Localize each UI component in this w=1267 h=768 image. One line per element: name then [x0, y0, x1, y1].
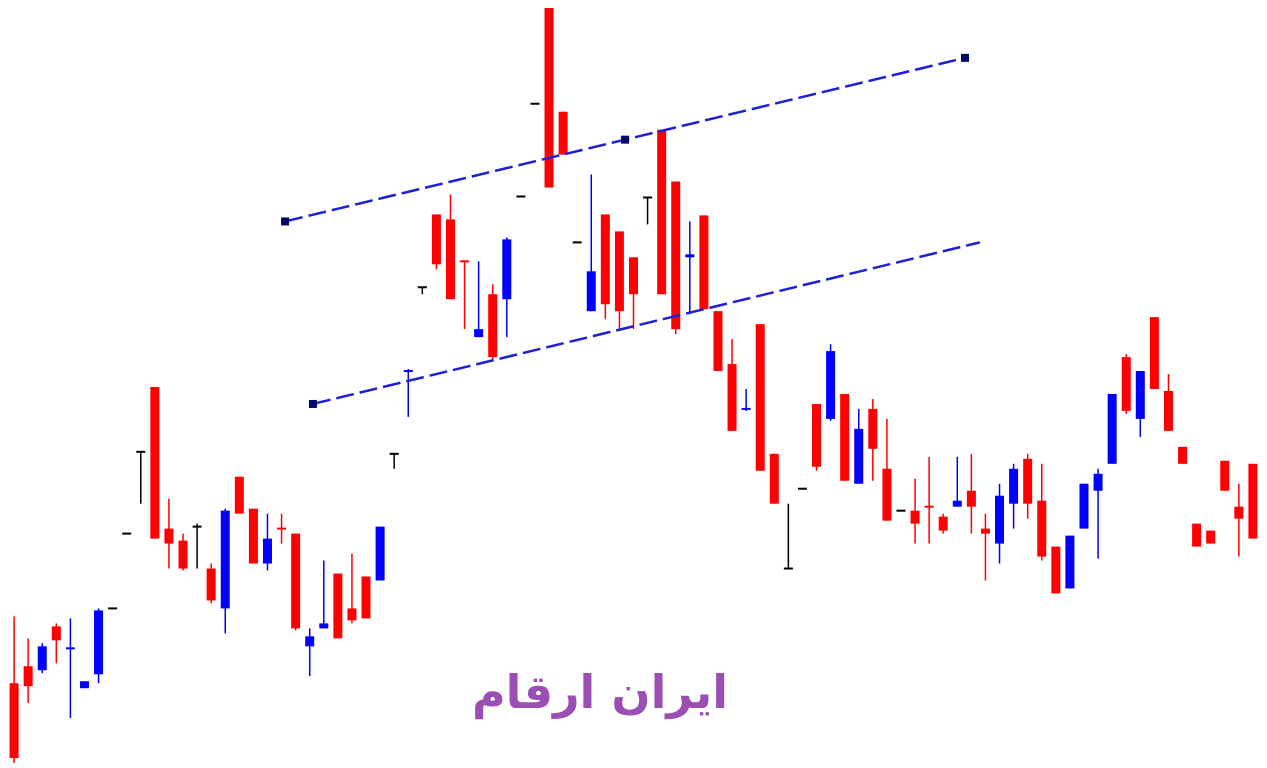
candle-body [600, 214, 610, 305]
candle-body [713, 311, 723, 372]
candle-body [122, 532, 132, 535]
candle-body [23, 666, 33, 687]
candle-body [375, 526, 385, 581]
trendline-handle [281, 217, 290, 226]
candle-body [1248, 463, 1258, 539]
candle-body [150, 386, 160, 539]
candle-body [966, 490, 976, 507]
candle-body [291, 533, 301, 629]
candle-body [544, 7, 554, 188]
candle-body [1135, 371, 1145, 419]
candle-body [136, 450, 146, 453]
candle-body [319, 623, 329, 629]
candle-body [37, 646, 47, 671]
trendline [312, 241, 981, 406]
candle-body [164, 528, 174, 544]
candle-body [797, 487, 807, 490]
candle-body [79, 681, 89, 689]
candle-body [558, 111, 568, 155]
candle-body [727, 364, 737, 431]
candle-body [769, 453, 779, 504]
candle-body [657, 129, 667, 295]
candle-body [614, 231, 624, 312]
candle-body [1163, 390, 1173, 431]
candle-body [980, 528, 990, 534]
trendline-handle [961, 53, 970, 62]
candle-body [699, 215, 709, 310]
candle-body [474, 329, 484, 338]
candle-body [1093, 473, 1103, 491]
candle-body [826, 351, 836, 419]
candle-body [234, 476, 244, 514]
watermark: ایران ارقام [472, 665, 728, 719]
candle-body [938, 516, 948, 531]
candle-body [403, 370, 413, 373]
candle-body [1009, 468, 1019, 504]
candle-body [812, 403, 822, 467]
candle-body [502, 239, 512, 300]
candle-body [530, 102, 540, 105]
candle-body [1065, 535, 1075, 589]
candle-body [220, 510, 230, 609]
candle-body [431, 214, 441, 265]
candle-body [248, 508, 258, 564]
candle-body [840, 393, 850, 481]
candle-body [952, 500, 962, 507]
candle-body [1220, 460, 1230, 491]
candle-body [347, 608, 357, 621]
trendline-handle [308, 399, 317, 408]
trendline-handle [621, 135, 630, 144]
candle-body [65, 647, 75, 650]
candle-body [671, 181, 681, 330]
candle-body [1079, 483, 1089, 529]
candle-body [277, 527, 287, 530]
candle-body [1192, 523, 1202, 547]
candle-body [685, 254, 695, 258]
candle-body [516, 195, 526, 198]
candle-body [1206, 530, 1216, 544]
candle-body [783, 567, 793, 570]
candle-body [9, 683, 19, 759]
candle-body [924, 505, 934, 508]
candle-body [629, 257, 638, 295]
candle-body [94, 610, 104, 675]
candle-body [896, 509, 906, 512]
candle-body [460, 260, 470, 263]
candle-body [51, 626, 61, 641]
candle-body [755, 324, 765, 471]
candle-body [417, 286, 427, 289]
candle-body [882, 468, 892, 521]
candle-body [1023, 458, 1033, 504]
candle-body [1234, 506, 1244, 519]
candle-body [995, 495, 1005, 544]
candle-body [868, 408, 878, 449]
candle-body [192, 525, 202, 528]
candle-body [643, 196, 653, 199]
candle-body [854, 428, 864, 484]
candle-body [389, 452, 399, 455]
candle-body [108, 607, 118, 610]
candle-body [445, 219, 455, 300]
candle-body [1037, 500, 1047, 557]
candle-body [305, 636, 315, 647]
candle-body [178, 540, 188, 569]
candle-body [572, 241, 582, 244]
candle-body [1051, 546, 1061, 594]
candle-body [488, 294, 498, 358]
candle-body [910, 510, 920, 524]
candle-body [741, 407, 751, 410]
candle-body [262, 538, 272, 564]
candle-body [1149, 317, 1159, 389]
candle-body [1121, 357, 1131, 411]
candle-body [361, 576, 371, 619]
candle-body [1107, 393, 1117, 464]
candle-body [586, 271, 596, 312]
candle-body [1178, 446, 1188, 464]
candle-body [333, 573, 343, 639]
candle-body [206, 568, 216, 601]
